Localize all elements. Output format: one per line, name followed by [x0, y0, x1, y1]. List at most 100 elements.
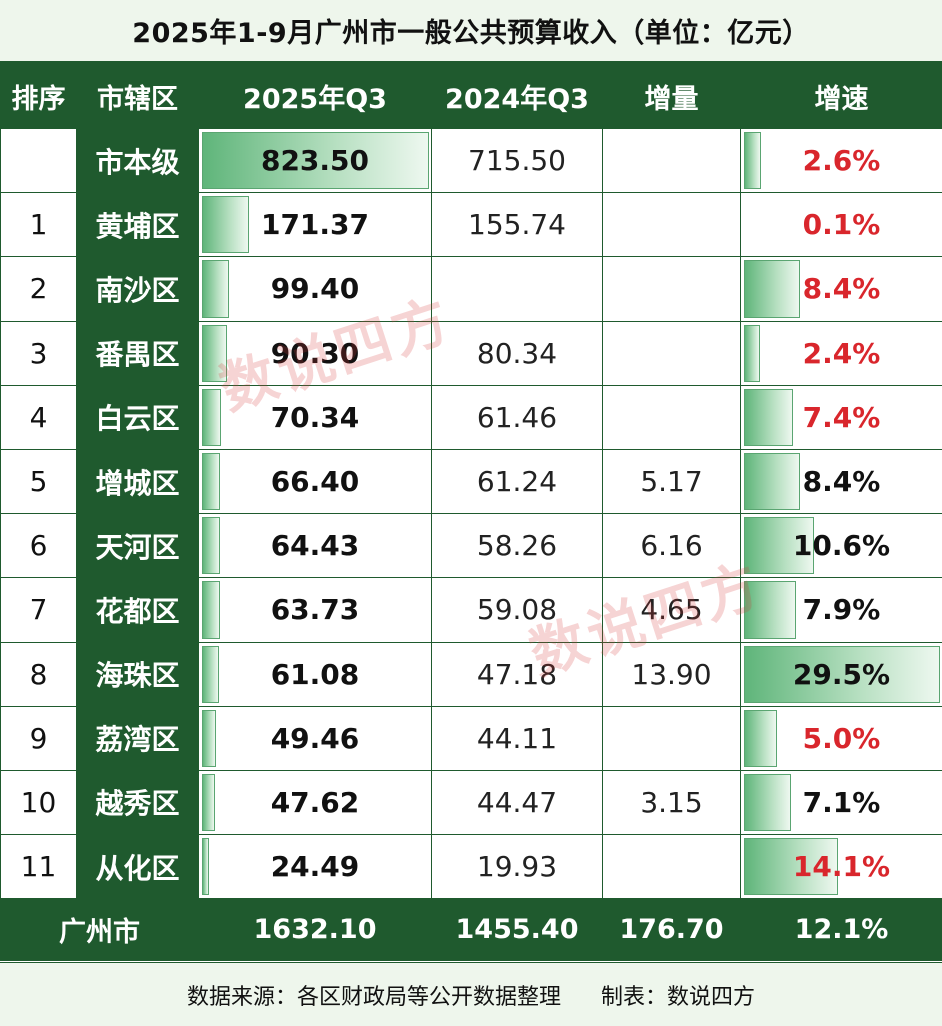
row-2025q3-text: 823.50	[260, 144, 370, 178]
table-title: 2025年1-9月广州市一般公共预算收入（单位：亿元）	[0, 0, 942, 64]
row-2025q3: 61.08	[198, 641, 432, 707]
growth-bar	[744, 452, 800, 511]
row-rank-text: 9	[29, 721, 48, 755]
value-bar	[202, 838, 209, 896]
row-district: 黄埔区	[76, 192, 199, 258]
row-2024q3-text: 59.08	[476, 593, 558, 627]
row-rank: 9	[0, 705, 77, 771]
header-district: 市辖区	[76, 64, 199, 129]
row-district-text: 荔湾区	[95, 723, 180, 757]
header-2025q3: 2025年Q3	[198, 64, 432, 129]
row-growth: 14.1%	[740, 834, 942, 900]
row-rank: 7	[0, 577, 77, 643]
table-row: 7 花都区 63.73 59.08 4.65 7.9%	[0, 577, 942, 643]
row-growth: 7.4%	[740, 384, 942, 450]
row-growth: 0.1%	[740, 192, 942, 258]
row-increase-text: 5.17	[640, 465, 703, 499]
row-district: 番禺区	[76, 320, 199, 386]
row-2024q3-text: 58.26	[476, 529, 558, 563]
data-source: 数据来源：各区财政局等公开数据整理	[186, 984, 561, 1010]
row-rank-text: 7	[29, 593, 48, 627]
row-increase	[602, 192, 741, 258]
row-2025q3-text: 47.62	[270, 785, 360, 819]
row-2025q3-text: 63.73	[270, 593, 360, 627]
row-2025q3: 171.37	[198, 192, 432, 258]
row-2025q3: 49.46	[198, 705, 432, 771]
row-growth: 5.0%	[740, 705, 942, 771]
table-row: 10 越秀区 47.62 44.47 3.15 7.1%	[0, 769, 942, 836]
value-bar	[202, 196, 249, 254]
row-2024q3: 58.26	[431, 513, 603, 579]
row-district: 荔湾区	[76, 705, 199, 771]
value-bar	[202, 324, 227, 382]
row-increase: 6.16	[602, 513, 741, 579]
row-2025q3: 66.40	[198, 448, 432, 515]
row-growth-text: 7.9%	[802, 593, 881, 627]
row-rank: 6	[0, 513, 77, 579]
row-rank: 10	[0, 769, 77, 836]
row-district: 白云区	[76, 384, 199, 450]
row-rank-text: 4	[29, 400, 48, 434]
row-rank: 11	[0, 834, 77, 900]
row-2025q3: 63.73	[198, 577, 432, 643]
value-bar	[202, 709, 216, 767]
row-increase	[602, 705, 741, 771]
row-2024q3-text: 80.34	[476, 336, 558, 370]
growth-bar	[744, 581, 796, 639]
row-district-text: 越秀区	[95, 787, 180, 821]
row-increase-text: 13.90	[631, 657, 712, 691]
row-increase: 5.17	[602, 448, 741, 515]
row-rank: 2	[0, 256, 77, 322]
row-district-text: 黄埔区	[95, 209, 180, 243]
row-2025q3: 70.34	[198, 384, 432, 450]
row-2024q3: 155.74	[431, 192, 603, 258]
row-rank	[0, 127, 77, 194]
growth-bar	[744, 773, 791, 832]
value-bar	[202, 517, 220, 575]
row-2025q3-text: 66.40	[270, 465, 360, 499]
row-2024q3: 59.08	[431, 577, 603, 643]
row-rank-text: 1	[29, 208, 48, 242]
row-2024q3-text: 61.46	[476, 400, 558, 434]
total-2024q3: 1455.40	[431, 898, 603, 962]
row-rank-text: 5	[29, 465, 48, 499]
header-row: 排序 市辖区 2025年Q3 2024年Q3 增量 增速	[0, 64, 942, 129]
row-rank: 3	[0, 320, 77, 386]
row-2024q3: 44.11	[431, 705, 603, 771]
row-growth: 10.6%	[740, 513, 942, 579]
row-growth-text: 0.1%	[802, 208, 881, 242]
table-row: 3 番禺区 90.30 80.34 2.4%	[0, 320, 942, 386]
row-rank-text: 2	[29, 272, 48, 306]
row-district: 花都区	[76, 577, 199, 643]
row-2025q3-text: 61.08	[270, 657, 360, 691]
row-2024q3-text: 44.47	[476, 785, 558, 819]
row-district-text: 白云区	[95, 402, 180, 436]
growth-bar	[744, 324, 760, 382]
row-growth-text: 14.1%	[792, 850, 891, 884]
row-district: 越秀区	[76, 769, 199, 836]
table-row: 2 南沙区 99.40 8.4%	[0, 256, 942, 322]
row-district: 增城区	[76, 448, 199, 515]
growth-bar	[744, 645, 940, 703]
row-rank: 5	[0, 448, 77, 515]
row-rank-text: 10	[20, 785, 57, 819]
row-2024q3: 47.18	[431, 641, 603, 707]
row-district: 南沙区	[76, 256, 199, 322]
table-row: 8 海珠区 61.08 47.18 13.90 29.5%	[0, 641, 942, 707]
row-2025q3: 99.40	[198, 256, 432, 322]
row-growth: 7.1%	[740, 769, 942, 836]
row-rank-text: 8	[29, 657, 48, 691]
value-bar	[202, 645, 219, 703]
row-district-text: 天河区	[95, 530, 180, 564]
row-increase	[602, 834, 741, 900]
growth-bar	[744, 517, 814, 575]
growth-bar	[744, 260, 800, 318]
row-district: 市本级	[76, 127, 199, 194]
row-growth-text: 2.4%	[802, 336, 881, 370]
row-increase	[602, 384, 741, 450]
row-2024q3: 80.34	[431, 320, 603, 386]
row-growth-text: 7.1%	[802, 785, 881, 819]
row-increase-text: 4.65	[640, 593, 703, 627]
table-row: 5 增城区 66.40 61.24 5.17 8.4%	[0, 448, 942, 515]
